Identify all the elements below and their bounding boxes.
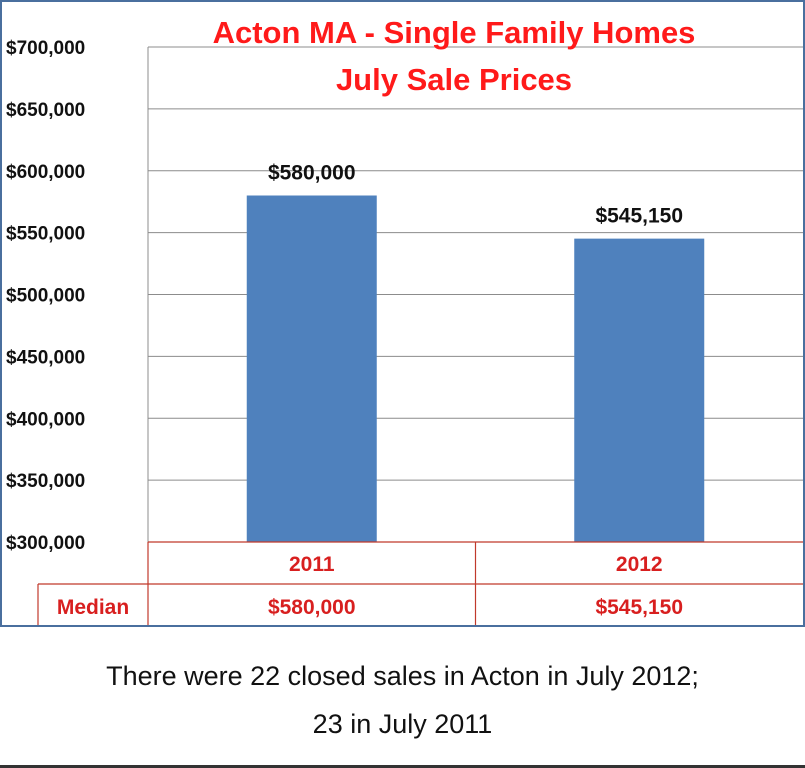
bar-2012 <box>574 238 705 542</box>
data-label: $545,150 <box>595 205 683 228</box>
chart-title-line-2: July Sale Prices <box>336 62 572 97</box>
caption: There were 22 closed sales in Acton in J… <box>0 652 805 748</box>
y-tick-label: $350,000 <box>6 471 85 492</box>
table-value: $545,150 <box>595 596 683 619</box>
chart-title-line-1: Acton MA - Single Family Homes <box>213 15 696 50</box>
bottom-rule <box>0 765 805 768</box>
caption-line-2: 23 in July 2011 <box>312 709 493 739</box>
y-tick-label: $400,000 <box>6 409 85 430</box>
data-label: $580,000 <box>268 162 356 185</box>
data-labels: $580,000 $545,150 <box>268 162 683 228</box>
y-tick-label: $600,000 <box>6 162 85 183</box>
data-table: 2011 $580,000 2012 $545,150 Median <box>37 541 803 625</box>
y-tick-label: $550,000 <box>6 224 85 245</box>
category-label: 2011 <box>289 553 335 576</box>
y-tick-label: $300,000 <box>6 533 85 554</box>
y-tick-label: $650,000 <box>6 100 85 121</box>
caption-line-1: There were 22 closed sales in Acton in J… <box>106 661 699 691</box>
bars <box>246 195 705 542</box>
table-value: $580,000 <box>268 596 356 619</box>
gridlines <box>147 46 803 542</box>
y-tick-label: $500,000 <box>6 286 85 307</box>
y-tick-label: $700,000 <box>6 38 85 59</box>
bar-2011 <box>246 195 377 542</box>
table-row-label: Median <box>57 596 129 619</box>
category-label: 2012 <box>616 553 663 576</box>
y-axis-tick-labels: $700,000 $650,000 $600,000 $550,000 $500,000… <box>6 38 85 554</box>
bar-chart: $700,000 $650,000 $600,000 $550,000 $500,000… <box>6 15 803 625</box>
y-tick-label: $450,000 <box>6 347 85 368</box>
chart-frame: $700,000 $650,000 $600,000 $550,000 $500,000… <box>0 0 805 627</box>
